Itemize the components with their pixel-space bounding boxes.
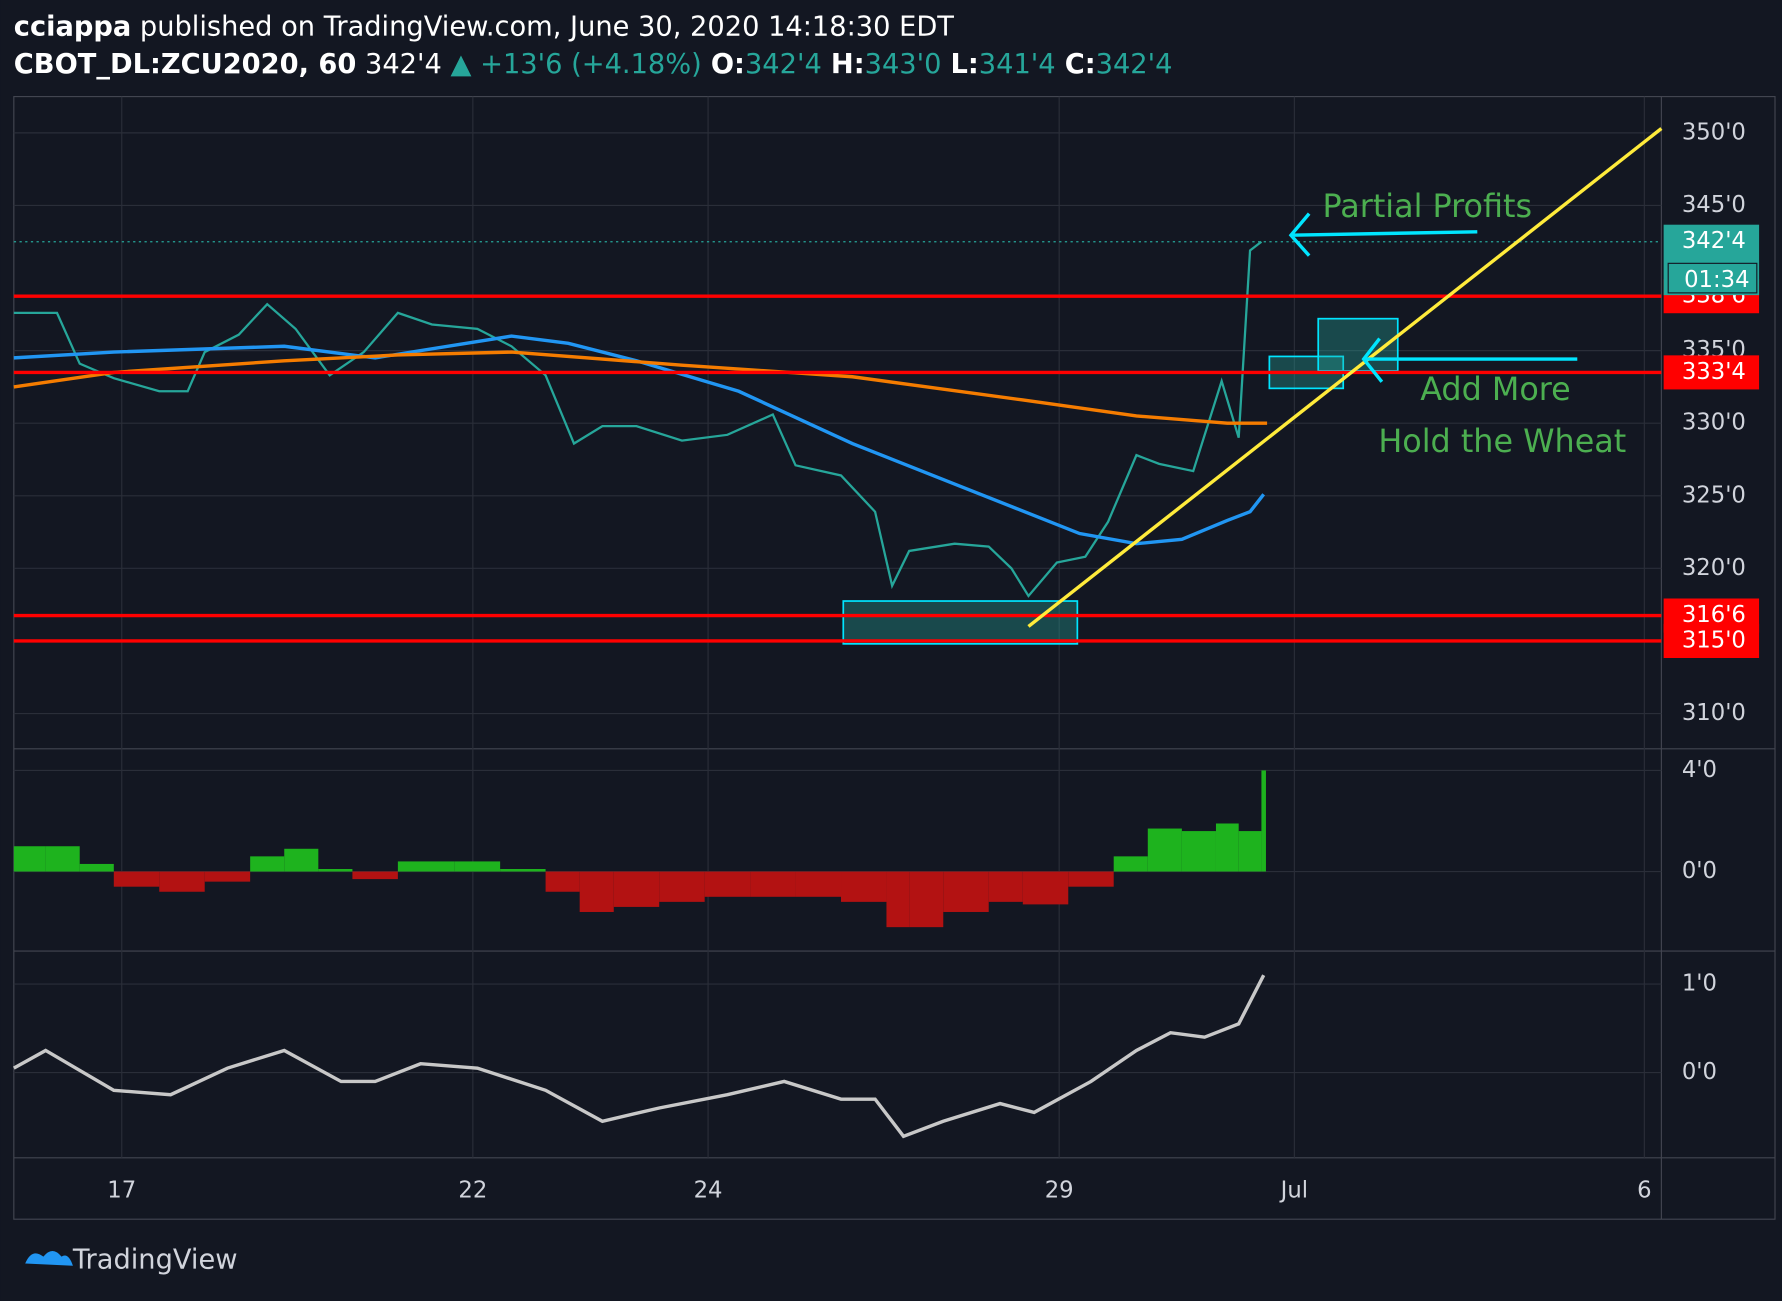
- ohlc-value: 342'4: [745, 48, 822, 79]
- histogram-bar: [1113, 856, 1148, 872]
- histogram-bar: [909, 871, 944, 928]
- x-tick-label: 29: [1045, 1177, 1074, 1203]
- ohlc-label: H:: [831, 48, 865, 79]
- histogram-bar: [1181, 831, 1216, 872]
- histogram-bar: [988, 871, 1023, 902]
- countdown-box: [1667, 262, 1758, 294]
- histogram-bar: [352, 871, 398, 880]
- histogram-bar: [204, 871, 251, 882]
- frame: [13, 96, 1776, 1220]
- histogram-bar: [841, 871, 887, 902]
- change: ▲ +13'6 (+4.18%): [451, 48, 702, 79]
- histogram-bar: [1238, 831, 1262, 872]
- histogram-bar: [750, 871, 796, 897]
- series-line: [13, 350, 1268, 425]
- annotation: Partial Profits: [1323, 187, 1533, 225]
- histogram-bar: [1147, 828, 1182, 872]
- plot: 17 22 24 29 Jul 6350'0345'0335'0330'0325'0320…: [12, 96, 1760, 1203]
- y-tick-label: 350'0: [1682, 119, 1746, 145]
- histogram-bar: [318, 868, 353, 872]
- ohlc-value: 341'4: [979, 48, 1056, 79]
- logo: [25, 1251, 73, 1266]
- histogram-bar: [500, 868, 546, 872]
- x-tick-label: 6: [1637, 1177, 1651, 1203]
- histogram-bar: [13, 846, 46, 872]
- last-price-tag: [1663, 224, 1760, 296]
- y-tick-label: 0'0: [1682, 858, 1717, 884]
- ohlc-label: C:: [1065, 48, 1096, 79]
- histogram-bar: [1215, 823, 1239, 872]
- histogram-bar: [454, 861, 501, 872]
- x-tick-label: 22: [458, 1177, 487, 1203]
- level-tag: [1663, 623, 1760, 658]
- annotation: Hold the Wheat: [1378, 422, 1626, 460]
- zone-box: [842, 600, 1079, 645]
- arrows: [1288, 212, 1578, 383]
- x-tick-label: 24: [694, 1177, 723, 1203]
- histogram-bar: [397, 861, 455, 872]
- symbol: CBOT_DL:ZCU2020, 60: [14, 48, 357, 79]
- x-tick-label: 17: [107, 1177, 136, 1203]
- y-tick-label: 1'0: [1682, 971, 1717, 997]
- level-tag: [1663, 355, 1760, 390]
- histogram-bar: [659, 871, 705, 902]
- histogram-bar: [704, 871, 751, 897]
- histogram-bar: [1068, 871, 1114, 887]
- histogram-bar: [113, 871, 160, 887]
- histogram-bar: [579, 871, 614, 912]
- ohlc-label: L:: [951, 48, 979, 79]
- level-label: 316'6: [1682, 602, 1746, 628]
- ohlc-label: O:: [711, 48, 745, 79]
- series-line: [12, 974, 1266, 1139]
- series-line: [13, 240, 1263, 598]
- trend-line: [1027, 127, 1663, 628]
- histogram-bar: [943, 871, 989, 912]
- y-tick-label: 0'0: [1682, 1059, 1717, 1085]
- y-tick-label: 325'0: [1682, 482, 1746, 508]
- countdown: 01:34: [1684, 267, 1749, 293]
- histogram-bar: [545, 871, 580, 892]
- series-line: [13, 334, 1266, 546]
- histogram-bar: [795, 871, 842, 897]
- x-tick-label: Jul: [1279, 1177, 1308, 1203]
- y-tick-label: 4'0: [1682, 757, 1717, 783]
- footer: TradingView: [72, 1245, 238, 1276]
- y-tick-label: 330'0: [1682, 410, 1746, 436]
- price: 342'4: [365, 48, 442, 79]
- histogram-bar: [250, 856, 285, 872]
- level-label: 315'0: [1682, 627, 1746, 653]
- header-line: cciappa published on TradingView.com, Ju…: [14, 11, 955, 42]
- ohlc-value: 342'4: [1096, 48, 1173, 79]
- level-label: 333'4: [1682, 359, 1746, 385]
- ohlc-value: 343'0: [865, 48, 942, 79]
- last-price-label: 342'4: [1682, 228, 1746, 254]
- histogram-bar: [886, 871, 910, 928]
- y-tick-label: 310'0: [1682, 700, 1746, 726]
- histogram-bar: [45, 846, 80, 872]
- histogram-bar: [1022, 871, 1069, 905]
- arrow: [1361, 337, 1578, 383]
- histogram-bar: [79, 863, 114, 872]
- histogram-bar: [159, 871, 205, 892]
- symbol-line: CBOT_DL:ZCU2020, 60 342'4 ▲ +13'6 (+4.18…: [14, 48, 1173, 79]
- histogram-bar: [1261, 770, 1266, 872]
- author: cciappa: [14, 11, 131, 42]
- arrow: [1288, 212, 1478, 257]
- histogram-bar: [613, 871, 660, 907]
- y-tick-label: 345'0: [1682, 192, 1746, 218]
- histogram-bar: [284, 848, 319, 872]
- annotation: Add More: [1420, 370, 1571, 408]
- y-tick-label: 320'0: [1682, 555, 1746, 581]
- published: published on TradingView.com, June 30, 2…: [140, 11, 954, 42]
